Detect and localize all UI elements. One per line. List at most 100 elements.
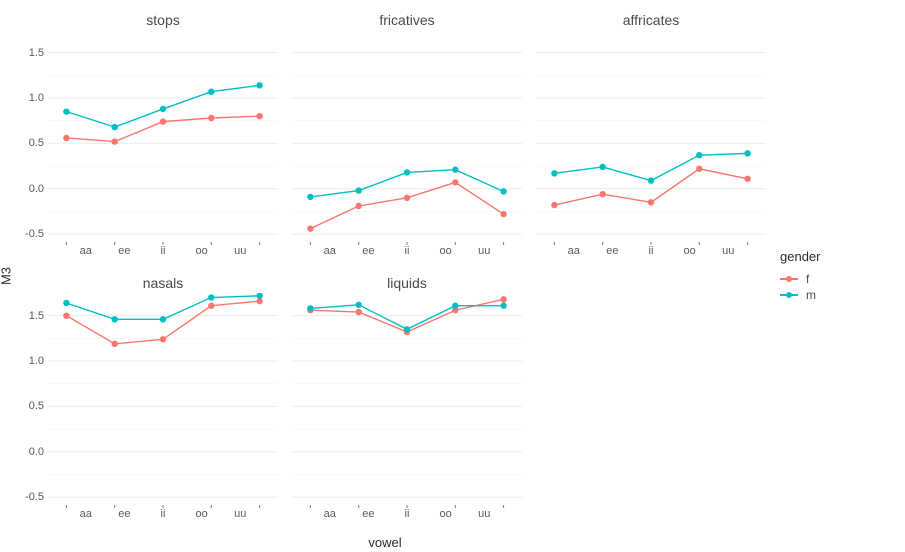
- series-point-f: [744, 176, 750, 182]
- series-point-f: [160, 118, 166, 124]
- x-tick-label: ee: [593, 245, 632, 263]
- x-ticks-stops: aaeeiioouu: [48, 245, 278, 263]
- legend-item-f: f: [780, 272, 905, 286]
- x-ticks-fricatives: aaeeiioouu: [292, 245, 522, 263]
- y-tick-label: 1.5: [29, 310, 44, 322]
- series-point-m: [208, 88, 214, 94]
- series-point-f: [307, 225, 313, 231]
- x-tick-label: ii: [388, 508, 427, 526]
- series-point-f: [356, 203, 362, 209]
- panel-stops: stops aaeeiioouu: [48, 10, 278, 263]
- panel-title-nasals: nasals: [48, 273, 278, 293]
- series-point-f: [63, 135, 69, 141]
- panel-liquids: liquids aaeeiioouu: [292, 273, 522, 526]
- y-tick-label: -0.5: [25, 491, 44, 503]
- panel-affricates: affricatesaaeeiioouu: [536, 10, 766, 263]
- x-tick-label: uu: [465, 508, 504, 526]
- series-point-f: [452, 179, 458, 185]
- series-point-f: [600, 191, 606, 197]
- series-point-m: [600, 164, 606, 170]
- series-point-m: [452, 167, 458, 173]
- x-tick-label: ee: [349, 508, 388, 526]
- x-tick-label: oo: [182, 245, 221, 263]
- series-point-m: [307, 305, 313, 311]
- chart-svg: [536, 30, 766, 245]
- series-point-m: [160, 316, 166, 322]
- y-tick-label: 1.0: [29, 92, 44, 104]
- series-point-m: [356, 187, 362, 193]
- x-tick-label: aa: [554, 245, 593, 263]
- x-tick-label: aa: [310, 245, 349, 263]
- facet-grid: stopsaaeeiioouufricativesaaeeiioouuaffri…: [48, 10, 766, 526]
- figure: M3 vowel -0.50.00.51.01.5 -0.50.00.51.01…: [0, 0, 905, 552]
- panel-body-liquids: [292, 293, 522, 508]
- series-point-m: [356, 302, 362, 308]
- series-point-f: [356, 309, 362, 315]
- panel-title-fricatives: fricatives: [292, 10, 522, 30]
- series-point-m: [648, 177, 654, 183]
- y-tick-label: 0.0: [29, 183, 44, 195]
- x-ticks-liquids: aaeeiioouu: [292, 508, 522, 526]
- panel-fricatives: fricatives aaeeiioouu: [292, 10, 522, 263]
- x-tick-label: aa: [66, 245, 105, 263]
- legend-title: gender: [780, 249, 905, 264]
- x-tick-label: ii: [144, 245, 183, 263]
- y-tick-label: 0.5: [29, 137, 44, 149]
- series-point-f: [500, 211, 506, 217]
- plot-area: M3 vowel -0.50.00.51.01.5 -0.50.00.51.01…: [0, 0, 770, 552]
- series-line-m: [310, 305, 503, 329]
- x-tick-label: oo: [670, 245, 709, 263]
- legend-swatch-m: [780, 294, 798, 296]
- series-point-m: [500, 303, 506, 309]
- panel-title-stops: stops: [48, 10, 278, 30]
- series-point-f: [551, 202, 557, 208]
- y-tick-label: 1.5: [29, 47, 44, 59]
- chart-svg: [292, 30, 522, 245]
- series-point-f: [112, 341, 118, 347]
- x-tick-label: ii: [388, 245, 427, 263]
- x-ticks-affricates: aaeeiioouu: [536, 245, 766, 263]
- chart-svg: [48, 30, 278, 245]
- series-point-f: [256, 298, 262, 304]
- panel-body-fricatives: [292, 30, 522, 245]
- x-tick-label: oo: [426, 508, 465, 526]
- x-tick-label: ee: [349, 245, 388, 263]
- series-point-f: [112, 138, 118, 144]
- series-point-f: [208, 115, 214, 121]
- series-point-m: [404, 326, 410, 332]
- x-tick-label: ee: [105, 245, 144, 263]
- x-tick-label: ii: [144, 508, 183, 526]
- series-point-m: [256, 82, 262, 88]
- x-tick-label: oo: [426, 245, 465, 263]
- series-point-m: [551, 170, 557, 176]
- chart-svg: [292, 293, 522, 508]
- series-point-m: [256, 293, 262, 299]
- series-point-f: [648, 199, 654, 205]
- series-point-f: [404, 195, 410, 201]
- series-line-f: [310, 182, 503, 228]
- y-tick-label: 0.0: [29, 446, 44, 458]
- panel-nasals: nasalsaaeeiioouu: [48, 273, 278, 526]
- x-tick-label: ii: [632, 245, 671, 263]
- series-point-m: [112, 316, 118, 322]
- y-tick-label: 1.0: [29, 355, 44, 367]
- series-point-m: [307, 194, 313, 200]
- x-tick-label: ee: [105, 508, 144, 526]
- series-point-m: [744, 150, 750, 156]
- x-tick-label: uu: [221, 245, 260, 263]
- panel-body-affricates: [536, 30, 766, 245]
- x-tick-label: uu: [709, 245, 748, 263]
- series-point-m: [696, 152, 702, 158]
- legend-swatch-f: [780, 278, 798, 280]
- panel-title-liquids: liquids: [292, 273, 522, 293]
- series-point-m: [500, 188, 506, 194]
- series-point-f: [160, 336, 166, 342]
- chart-svg: [48, 293, 278, 508]
- series-point-m: [112, 124, 118, 130]
- x-tick-label: oo: [182, 508, 221, 526]
- x-tick-label: aa: [310, 508, 349, 526]
- legend-item-m: m: [780, 288, 905, 302]
- series-point-m: [63, 108, 69, 114]
- panel-body-nasals: [48, 293, 278, 508]
- series-point-m: [452, 303, 458, 309]
